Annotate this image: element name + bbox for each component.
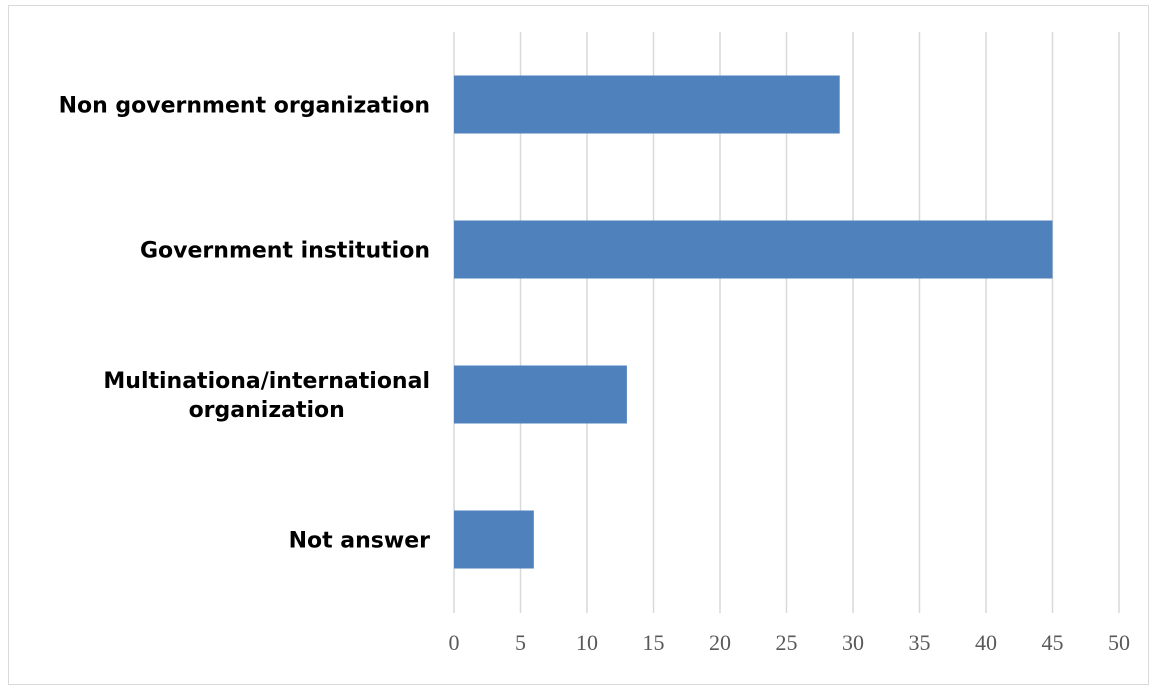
x-tick-label: 45: [1042, 630, 1064, 655]
bar: [454, 75, 840, 134]
x-tick-label: 35: [909, 630, 931, 655]
category-label: Not answer: [289, 529, 431, 554]
bar: [454, 510, 534, 569]
x-tick-label: 25: [776, 630, 798, 655]
x-tick-label: 15: [643, 630, 665, 655]
x-tick-label: 20: [709, 630, 731, 655]
x-tick-label: 40: [975, 630, 997, 655]
category-labels: Non government organization Government in…: [59, 94, 431, 554]
x-tick-label: 0: [449, 630, 460, 655]
category-label: Government institution: [140, 239, 430, 264]
x-tick-labels: 0 5 10 15 20 25 30 35 40 45 50: [449, 630, 1131, 655]
x-tick-label: 10: [576, 630, 598, 655]
bars: [454, 75, 1053, 569]
bar: [454, 365, 627, 424]
category-label: Multinationa/international organization: [103, 369, 430, 423]
category-label: Non government organization: [59, 94, 430, 119]
x-tick-label: 30: [842, 630, 864, 655]
x-tick-label: 50: [1108, 630, 1130, 655]
bar-chart: Non government organization Government in…: [59, 32, 1131, 655]
x-tick-label: 5: [515, 630, 526, 655]
bar: [454, 220, 1053, 279]
